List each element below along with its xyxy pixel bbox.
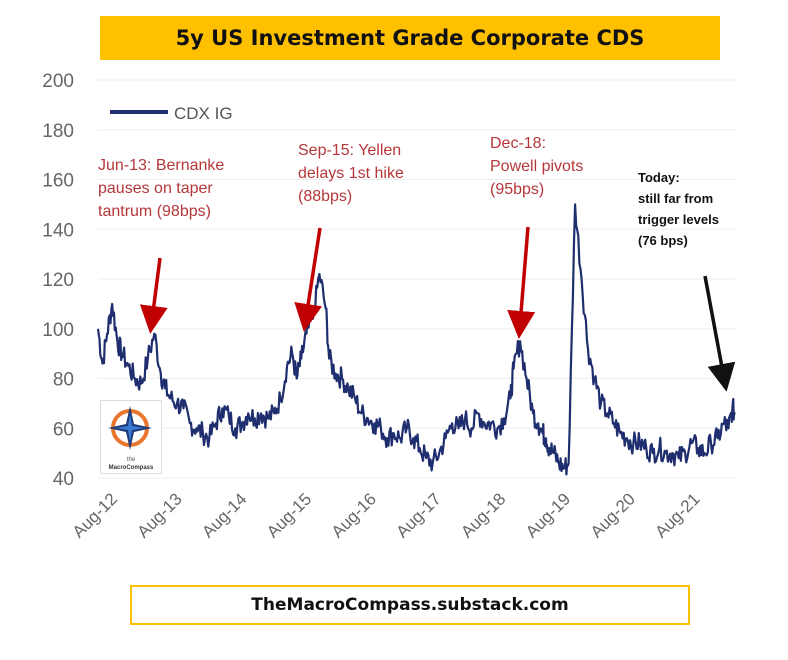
y-tick-label: 200	[42, 71, 74, 92]
x-tick-label: Aug-17	[393, 489, 445, 541]
annotation-text: trigger levels	[638, 212, 719, 227]
y-tick-label: 140	[42, 220, 74, 241]
y-axis: 40 60 80 100 120 140 160 180 200	[42, 71, 735, 490]
annotation-text: Jun-13: Bernanke	[98, 157, 224, 174]
footer-url-box: TheMacroCompass.substack.com	[130, 585, 690, 625]
y-tick-label: 180	[42, 121, 74, 142]
legend-label: CDX IG	[174, 104, 233, 123]
annotation-arrow	[507, 226, 536, 339]
annotation-text: Sep-15: Yellen	[298, 142, 401, 159]
y-tick-label: 80	[53, 370, 74, 391]
annotation-arrow	[139, 257, 168, 334]
series-line-cdx-ig	[96, 203, 736, 476]
logo-text-top: the	[127, 457, 136, 463]
macrocompass-logo: the MacroCompass	[100, 400, 162, 474]
x-tick-label: Aug-16	[328, 489, 380, 541]
x-tick-label: Aug-12	[69, 489, 121, 541]
footer-url: TheMacroCompass.substack.com	[251, 595, 569, 615]
annotations-layer: Jun-13: Bernanke pauses on taper tantrum (…	[98, 135, 736, 392]
x-tick-label: Aug-13	[134, 489, 186, 541]
annotation-text: (76 bps)	[638, 233, 688, 248]
annotation-text: Today:	[638, 170, 680, 185]
y-tick-label: 160	[42, 171, 74, 192]
x-tick-label: Aug-21	[651, 489, 703, 541]
logo-text-bottom: MacroCompass	[109, 465, 154, 471]
x-tick-label: Aug-20	[587, 489, 639, 541]
chart-title: 5y US Investment Grade Corporate CDS	[175, 26, 645, 50]
annotation-text: (95bps)	[490, 181, 544, 198]
legend: CDX IG	[110, 104, 233, 123]
annotation-text: (88bps)	[298, 188, 352, 205]
compass-star-icon: the MacroCompass	[100, 400, 162, 474]
x-axis: Aug-12 Aug-13 Aug-14 Aug-15 Aug-16 Aug-17 Aug-…	[69, 489, 704, 541]
x-tick-label: Aug-14	[198, 489, 250, 541]
y-tick-label: 60	[53, 419, 74, 440]
title-banner: 5y US Investment Grade Corporate CDS	[100, 16, 720, 60]
y-tick-label: 40	[53, 469, 74, 490]
annotation-text: Dec-18:	[490, 135, 546, 152]
annotation-text: tantrum (98bps)	[98, 203, 211, 220]
annotation-text: delays 1st hike	[298, 165, 404, 182]
y-tick-label: 120	[42, 270, 74, 291]
annotation-text: pauses on taper	[98, 180, 213, 197]
annotation-text: still far from	[638, 191, 713, 206]
annotation-arrow	[703, 275, 736, 392]
x-tick-label: Aug-15	[263, 489, 315, 541]
x-tick-label: Aug-18	[457, 489, 509, 541]
annotation-text: Powell pivots	[490, 158, 583, 175]
series-layer	[96, 203, 736, 476]
x-tick-label: Aug-19	[522, 489, 574, 541]
annotation-arrow	[294, 227, 322, 332]
y-tick-label: 100	[42, 320, 74, 341]
